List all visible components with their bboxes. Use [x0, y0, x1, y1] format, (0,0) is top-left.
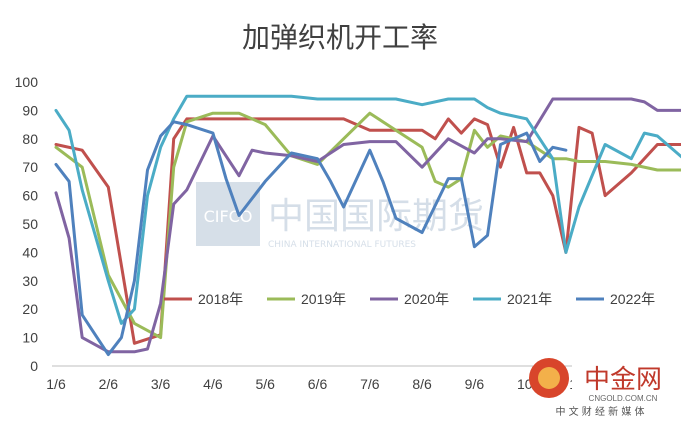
brand-logo: 中金网 CNGOLD.COM.CN 中 文 财 经 新 媒 体 [529, 358, 672, 418]
series-line-2022年 [54, 120, 568, 357]
x-tick-label: 6/6 [308, 376, 328, 392]
y-tick-label: 30 [22, 273, 38, 289]
y-tick-label: 70 [22, 159, 38, 175]
chart-title: 加弹织机开工率 [242, 21, 438, 54]
x-tick-label: 3/6 [151, 376, 171, 392]
brand-tagline: 中 文 财 经 新 媒 体 [555, 405, 644, 418]
legend-label: 2019年 [301, 291, 346, 307]
brand-logo-icon-inner [538, 367, 560, 389]
y-tick-label: 20 [22, 301, 38, 317]
brand-domain: CNGOLD.COM.CN [589, 394, 658, 403]
x-tick-label: 1/6 [46, 376, 66, 392]
x-tick-label: 7/6 [360, 376, 380, 392]
x-tick-label: 8/6 [412, 376, 432, 392]
y-tick-label: 80 [22, 131, 38, 147]
legend-label: 2022年 [610, 291, 655, 307]
series-line-2018年 [54, 117, 681, 345]
watermark: CIFCO 中国国际期货 CHINA INTERNATIONAL FUTURES [196, 182, 484, 250]
legend-label: 2020年 [404, 291, 449, 307]
brand-logo-bg [572, 360, 672, 416]
legend-label: 2021年 [507, 291, 552, 307]
series-line-2020年 [54, 97, 681, 354]
brand-name: 中金网 [584, 365, 662, 395]
watermark-name-cn: 中国国际期货 [268, 196, 484, 237]
x-tick-label: 4/6 [203, 376, 223, 392]
watermark-logo-box [196, 182, 260, 246]
series-layer [54, 94, 681, 357]
legend: 2018年 2019年 2020年 2021年 2022年 [164, 291, 655, 307]
legend-label: 2018年 [198, 291, 243, 307]
y-tick-label: 40 [22, 244, 38, 260]
y-tick-label: 100 [15, 74, 39, 90]
y-tick-label: 50 [22, 216, 38, 232]
x-tick-label: 9/6 [465, 376, 485, 392]
series-line-2019年 [54, 111, 681, 340]
x-tick-label: 2/6 [99, 376, 119, 392]
y-tick-label: 0 [30, 358, 38, 374]
y-tick-label: 90 [22, 102, 38, 118]
y-tick-label: 60 [22, 188, 38, 204]
y-tick-label: 10 [22, 330, 38, 346]
y-axis: 0 10 20 30 40 50 60 70 80 90 100 [15, 74, 39, 374]
series-line-2021年 [54, 94, 681, 325]
watermark-name-en: CHINA INTERNATIONAL FUTURES [268, 240, 416, 250]
x-tick-label: 5/6 [255, 376, 275, 392]
